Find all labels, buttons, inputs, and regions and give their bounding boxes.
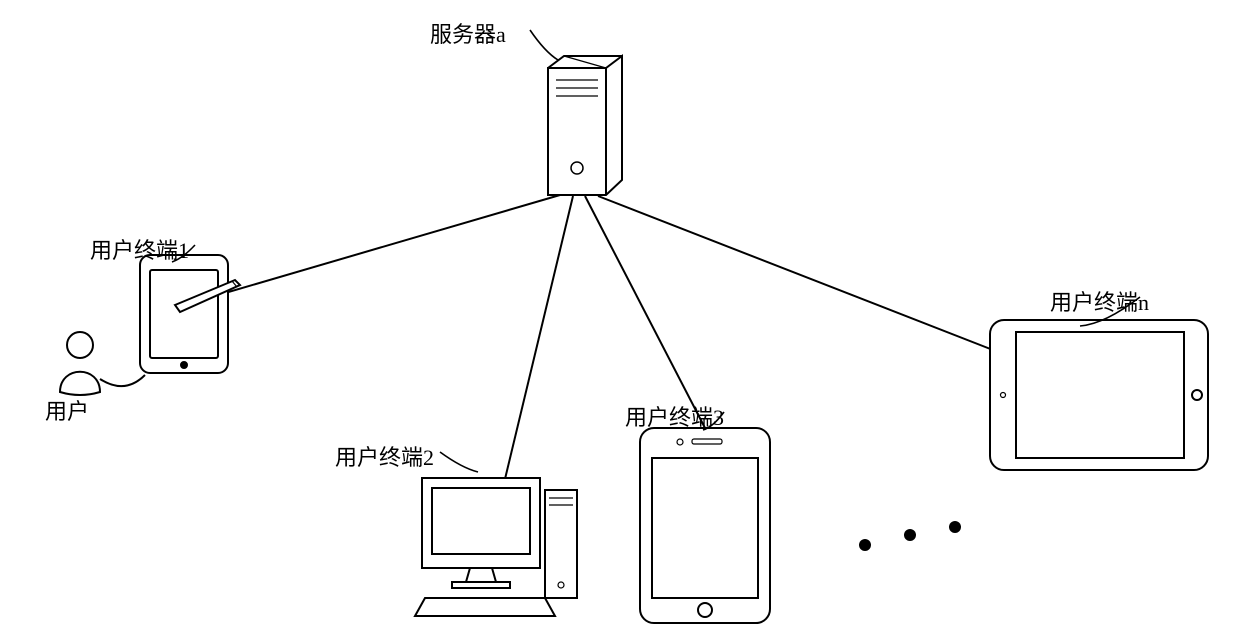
user-icon	[60, 332, 145, 395]
ellipsis-dot	[904, 529, 916, 541]
server-icon	[548, 56, 622, 195]
label-term2: 用户终端2	[335, 440, 434, 472]
term1-tablet-icon	[140, 255, 240, 373]
leader-term2	[440, 452, 478, 472]
term3-phone-icon	[640, 428, 770, 623]
term2-desktop-icon	[415, 478, 577, 616]
diagram-canvas	[0, 0, 1239, 637]
ellipsis-dot	[949, 521, 961, 533]
label-term3: 用户终端3	[625, 400, 724, 432]
line-server-term1	[208, 195, 560, 298]
ellipsis-dot	[859, 539, 871, 551]
label-term1: 用户终端1	[90, 233, 189, 265]
label-server: 服务器a	[430, 17, 506, 49]
label-termN: 用户终端n	[1050, 285, 1149, 317]
leader-server	[530, 30, 558, 60]
label-user: 用户	[45, 394, 89, 426]
termN-tablet-icon	[990, 320, 1208, 470]
line-server-termN	[598, 196, 993, 350]
line-server-term2	[505, 196, 573, 479]
connection-lines	[208, 195, 993, 479]
